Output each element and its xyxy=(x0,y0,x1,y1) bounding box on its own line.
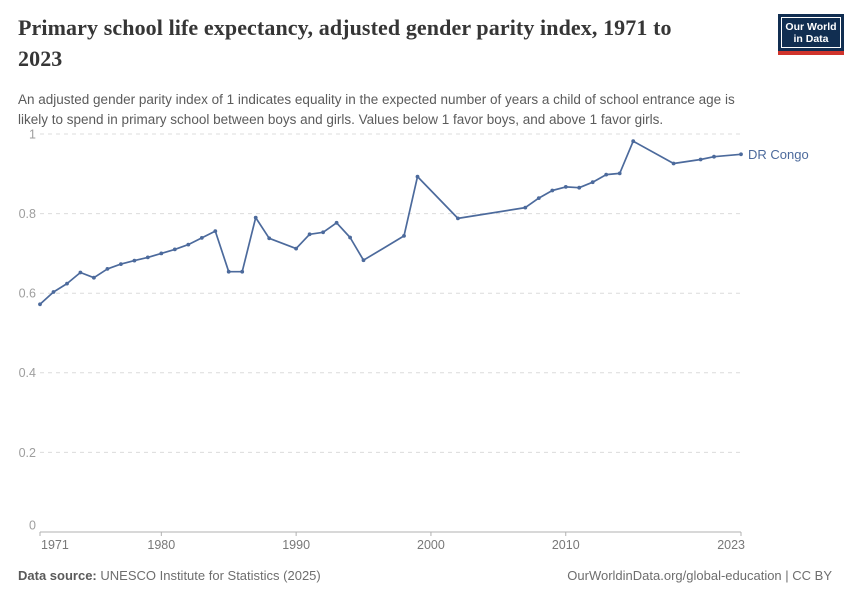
data-point-2007 xyxy=(523,205,528,210)
data-point-2010 xyxy=(563,185,568,189)
subtitle-line-1: An adjusted gender parity index of 1 ind… xyxy=(18,92,735,107)
x-tick-label-2010: 2010 xyxy=(552,538,580,552)
data-point-1985 xyxy=(226,269,231,274)
chart-footer: Data source: UNESCO Institute for Statis… xyxy=(18,568,832,583)
data-source-note: Data source: UNESCO Institute for Statis… xyxy=(18,568,321,583)
data-source-label: Data source: xyxy=(18,568,97,583)
data-point-1977 xyxy=(119,262,123,266)
data-point-2002 xyxy=(456,216,460,221)
data-point-2012 xyxy=(590,180,595,185)
data-point-2014 xyxy=(617,171,622,176)
title-line-2: 2023 xyxy=(18,46,63,71)
data-point-1982 xyxy=(186,242,191,247)
data-point-2015 xyxy=(631,139,636,144)
data-point-1983 xyxy=(199,236,204,240)
data-point-2009 xyxy=(550,188,555,193)
logo-line-2: in Data xyxy=(793,33,829,45)
data-point-2018 xyxy=(671,161,676,166)
data-point-1988 xyxy=(267,236,272,241)
data-source-value: UNESCO Institute for Statistics (2025) xyxy=(100,568,321,583)
data-point-1991 xyxy=(307,232,312,237)
data-point-1994 xyxy=(348,235,352,240)
x-tick-label-1990: 1990 xyxy=(282,538,310,552)
data-point-1984 xyxy=(213,229,218,234)
data-point-1980 xyxy=(159,251,164,256)
data-point-1971 xyxy=(38,302,42,307)
x-tick-label-2023: 2023 xyxy=(717,538,745,552)
data-point-1986 xyxy=(240,269,245,274)
data-point-1973 xyxy=(65,281,69,286)
data-point-1990 xyxy=(294,246,298,251)
subtitle-line-2: likely to spend in primary school betwee… xyxy=(18,112,664,127)
y-tick-label-0: 0 xyxy=(29,518,36,532)
x-tick-label-1971: 1971 xyxy=(41,538,69,552)
data-point-2011 xyxy=(577,185,582,190)
data-point-2021 xyxy=(712,154,716,159)
data-point-1993 xyxy=(334,220,339,225)
data-point-2023 xyxy=(739,152,743,157)
data-point-1974 xyxy=(78,270,83,275)
data-point-1978 xyxy=(132,258,137,263)
data-point-1987 xyxy=(253,215,258,220)
data-point-2020 xyxy=(698,157,703,162)
y-tick-label-0.2: 0.2 xyxy=(19,446,36,460)
page-title: Primary school life expectancy, adjusted… xyxy=(18,12,758,74)
title-line-1: Primary school life expectancy, adjusted… xyxy=(18,15,672,40)
data-point-1995 xyxy=(361,258,366,263)
series-line-dr-congo xyxy=(39,140,742,306)
owid-logo-text: Our World in Data xyxy=(781,17,841,48)
series-label-dr-congo: DR Congo xyxy=(748,147,809,162)
data-point-1975 xyxy=(92,275,96,280)
data-point-1976 xyxy=(105,267,110,271)
y-tick-label-0.8: 0.8 xyxy=(19,207,36,221)
data-point-2008 xyxy=(536,196,541,201)
y-tick-label-1: 1 xyxy=(29,127,36,141)
data-point-1992 xyxy=(321,230,325,235)
data-point-1972 xyxy=(51,290,56,294)
data-point-2013 xyxy=(604,172,609,177)
x-tick-label-2000: 2000 xyxy=(417,538,445,552)
data-point-1979 xyxy=(145,255,150,260)
credit-note: OurWorldinData.org/global-education | CC… xyxy=(567,568,832,583)
logo-line-1: Our World xyxy=(785,21,837,33)
owid-logo: Our World in Data xyxy=(778,14,844,55)
data-point-1998 xyxy=(402,234,406,238)
y-tick-label-0.4: 0.4 xyxy=(19,366,36,380)
x-tick-label-1980: 1980 xyxy=(147,538,175,552)
data-point-1981 xyxy=(172,247,177,252)
data-point-1999 xyxy=(415,174,420,179)
y-tick-label-0.6: 0.6 xyxy=(19,287,36,301)
chart-subtitle: An adjusted gender parity index of 1 ind… xyxy=(18,90,818,130)
